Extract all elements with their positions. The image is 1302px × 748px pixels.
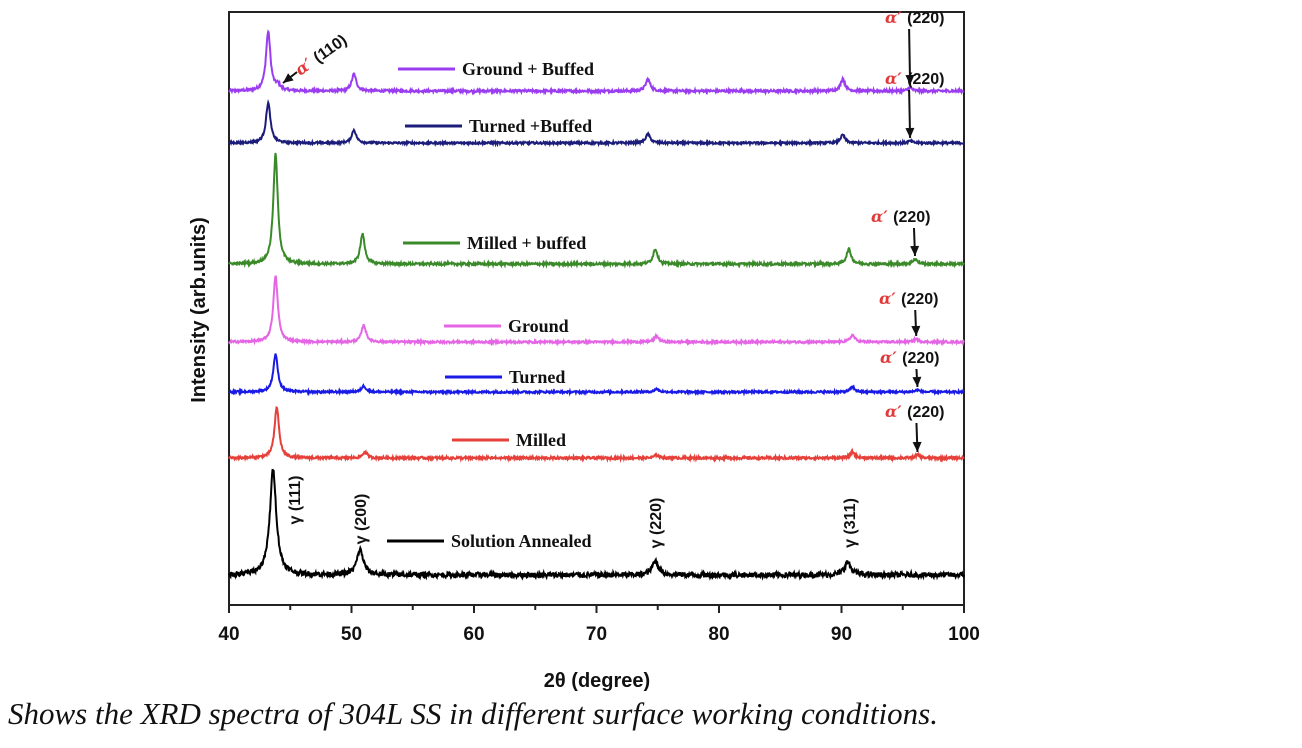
- x-tick-label: 80: [708, 624, 729, 645]
- miller-index: (220): [907, 404, 944, 421]
- x-tick-label: 90: [831, 624, 852, 645]
- series-line-milled: [228, 405, 965, 464]
- legend-label: Ground + Buffed: [462, 59, 594, 79]
- alpha-220-label: α′ (220): [871, 207, 930, 226]
- alpha-prime-symbol: α′: [885, 69, 907, 88]
- alpha-prime-symbol: α′: [885, 402, 907, 421]
- legend-label: Turned +Buffed: [469, 116, 592, 136]
- x-tick-label: 40: [218, 624, 239, 645]
- alpha-220-label: α′ (220): [885, 402, 944, 421]
- alpha-220-label: α′ (220): [885, 8, 944, 27]
- gamma-peak-label: γ (220): [648, 498, 665, 549]
- legend-label: Turned: [509, 367, 565, 387]
- legend-label: Milled + buffed: [467, 233, 586, 253]
- arrow-head-icon: [905, 127, 915, 138]
- alpha-prime-symbol: α′: [880, 348, 902, 367]
- x-axis-ticks: 40 50 60 70 80 90 100: [218, 605, 980, 645]
- miller-index: (220): [907, 71, 944, 88]
- alpha-110-label: α′ (110): [291, 30, 350, 79]
- miller-index: (110): [311, 32, 351, 67]
- series-line-ground-buffed: [228, 29, 965, 96]
- alpha-220-label: α′ (220): [879, 289, 938, 308]
- alpha-prime-symbol: α′: [879, 289, 901, 308]
- arrow-head-icon: [283, 73, 294, 83]
- miller-index: (220): [907, 10, 944, 27]
- y-axis-title: Intensity (arb.units): [188, 217, 210, 403]
- arrow-head-icon: [912, 441, 922, 452]
- alpha-prime-symbol: α′: [871, 207, 893, 226]
- x-tick-label: 60: [463, 624, 484, 645]
- series-line-solution-annealed: [228, 468, 965, 581]
- series-group: [228, 29, 965, 581]
- alpha-prime-symbol: α′: [885, 8, 907, 27]
- miller-index: (220): [901, 291, 938, 308]
- arrow-head-icon: [912, 376, 922, 387]
- series-line-turned: [228, 353, 965, 397]
- gamma-peak-label: γ (111): [287, 476, 304, 525]
- arrow-head-icon: [910, 245, 920, 256]
- x-tick-label: 50: [341, 624, 362, 645]
- series-line-ground: [228, 275, 965, 347]
- gamma-peak-label: γ (311): [842, 498, 859, 548]
- legend-label: Solution Annealed: [451, 531, 592, 551]
- x-tick-label: 70: [586, 624, 607, 645]
- alpha-220-label: α′ (220): [880, 348, 939, 367]
- arrow-head-icon: [905, 74, 915, 85]
- series-line-milled-buffed: [228, 152, 965, 269]
- figure-caption: Shows the XRD spectra of 304L SS in diff…: [8, 696, 938, 731]
- series-line-turned-buffed: [228, 98, 965, 148]
- x-axis-title: 2θ (degree): [544, 670, 650, 692]
- x-tick-label: 100: [948, 624, 980, 645]
- legend-label: Ground: [508, 316, 569, 336]
- alpha-220-label: α′ (220): [885, 69, 944, 88]
- miller-index: (220): [902, 350, 939, 367]
- arrow-head-icon: [911, 325, 921, 336]
- gamma-peak-label: γ (200): [353, 494, 370, 545]
- legend-label: Milled: [516, 430, 566, 450]
- legend: Ground + Buffed Turned +Buffed Milled + bu…: [387, 59, 594, 551]
- miller-index: (220): [893, 209, 930, 226]
